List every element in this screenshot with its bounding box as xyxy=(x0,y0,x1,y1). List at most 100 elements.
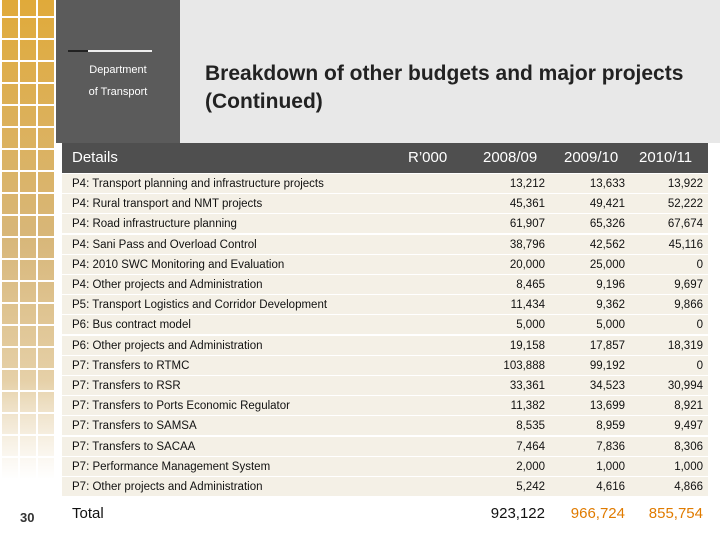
row-value: 0 xyxy=(696,359,703,372)
row-value: 13,699 xyxy=(589,400,625,413)
row-label: P7: Transfers to Ports Economic Regulato… xyxy=(72,400,290,413)
row-value: 13,212 xyxy=(509,178,545,190)
column-header: R’000 xyxy=(408,149,448,166)
row-label: P4: Road infrastructure planning xyxy=(72,218,237,231)
total-row xyxy=(62,498,708,530)
column-header: Details xyxy=(72,149,118,166)
row-value: 45,116 xyxy=(668,238,703,251)
table-row xyxy=(62,254,708,275)
row-value: 61,907 xyxy=(509,218,545,231)
row-value: 7,836 xyxy=(596,440,625,453)
department: Department xyxy=(89,64,147,76)
row-label: P6: Other projects and Administration xyxy=(72,339,263,352)
row-value: 19,158 xyxy=(509,339,545,352)
table-row xyxy=(62,315,708,336)
row-value: 65,326 xyxy=(589,218,625,231)
row-value: 8,959 xyxy=(596,420,625,433)
row-value: 4,616 xyxy=(596,481,625,493)
table-row xyxy=(62,214,708,235)
row-label: P4: Other projects and Administration xyxy=(72,279,263,291)
row-label: P7: Transfers to SACAA xyxy=(72,440,196,453)
row-value: 8,465 xyxy=(516,279,545,291)
row-label: P4: Rural transport and NMT projects xyxy=(72,198,263,211)
table-row xyxy=(62,416,708,437)
table-row xyxy=(62,234,708,255)
row-value: 8,535 xyxy=(516,420,545,433)
department-org: of Transport xyxy=(88,86,148,98)
row-label: P4: Sani Pass and Overload Control xyxy=(72,238,257,251)
row-value: 13,922 xyxy=(667,178,703,190)
table-row xyxy=(62,355,708,376)
row-value: 49,421 xyxy=(589,198,625,211)
column-header: 2008/09 xyxy=(483,149,538,166)
row-value: 34,523 xyxy=(589,380,625,392)
total-value: 923,122 xyxy=(490,505,545,522)
table-row xyxy=(62,436,708,457)
column-header: 2009/10 xyxy=(564,149,619,166)
row-value: 99,192 xyxy=(589,359,625,372)
row-label: P7: Transfers to RSR xyxy=(72,380,181,392)
table-row xyxy=(62,396,708,417)
row-value: 38,796 xyxy=(509,238,545,251)
table-row xyxy=(62,477,708,497)
row-label: P6: Bus contract model xyxy=(72,319,191,332)
row-label: P4: 2010 SWC Monitoring and Evaluation xyxy=(72,258,285,271)
row-value: 0 xyxy=(696,319,703,332)
row-value: 9,196 xyxy=(596,279,625,291)
row-value: 25,000 xyxy=(589,258,625,271)
total-value: 966,724 xyxy=(570,505,625,522)
row-value: 20,000 xyxy=(509,258,545,271)
row-value: 9,697 xyxy=(674,279,703,291)
table-row xyxy=(62,174,708,194)
row-value: 8,306 xyxy=(674,440,703,453)
table-row xyxy=(62,194,708,215)
row-label: P7: Transfers to SAMSA xyxy=(72,420,197,433)
row-value: 5,242 xyxy=(516,481,545,493)
title-bg xyxy=(180,0,720,143)
table-row xyxy=(62,295,708,316)
total-label: Total xyxy=(72,505,104,522)
row-label: P5: Transport Logistics and Corridor Dev… xyxy=(72,299,328,312)
table-row xyxy=(62,456,708,477)
row-value: 30,994 xyxy=(667,380,703,392)
row-value: 8,921 xyxy=(674,400,703,413)
row-value: 52,222 xyxy=(667,198,703,211)
row-value: 1,000 xyxy=(596,460,625,473)
row-value: 5,000 xyxy=(596,319,625,332)
column-header: 2010/11 xyxy=(639,149,693,166)
slide-title: Breakdown of other budgets and major pro… xyxy=(205,62,684,113)
logo-rule xyxy=(68,50,152,52)
row-value: 33,361 xyxy=(509,380,545,392)
table-row xyxy=(62,335,708,356)
row-label: P7: Performance Management System xyxy=(72,460,271,473)
row-value: 18,319 xyxy=(667,339,703,352)
row-value: 67,674 xyxy=(667,218,703,231)
row-value: 0 xyxy=(696,258,703,271)
row-value: 5,000 xyxy=(516,319,545,332)
row-value: 9,497 xyxy=(674,420,703,433)
logo-box xyxy=(56,0,180,143)
row-value: 7,464 xyxy=(516,440,545,453)
row-value: 103,888 xyxy=(503,359,545,372)
row-value: 11,382 xyxy=(510,400,545,413)
table-header xyxy=(62,143,708,173)
row-value: 13,633 xyxy=(589,178,625,190)
row-value: 11,434 xyxy=(510,299,545,312)
row-value: 2,000 xyxy=(516,460,545,473)
row-label: P4: Transport planning and infrastructur… xyxy=(72,178,324,190)
row-value: 9,866 xyxy=(674,299,703,312)
row-value: 42,562 xyxy=(589,238,625,251)
row-label: P7: Transfers to RTMC xyxy=(72,359,190,372)
table-row xyxy=(62,376,708,396)
row-value: 1,000 xyxy=(674,460,703,473)
row-value: 17,857 xyxy=(589,339,625,352)
table-row xyxy=(62,275,708,295)
row-label: P7: Other projects and Administration xyxy=(72,481,263,493)
decor-fade xyxy=(0,380,56,480)
row-value: 4,866 xyxy=(674,481,703,493)
total-value: 855,754 xyxy=(648,505,703,522)
page-number: 30 xyxy=(20,510,35,525)
row-value: 45,361 xyxy=(509,198,545,211)
logo-rule xyxy=(68,50,88,52)
